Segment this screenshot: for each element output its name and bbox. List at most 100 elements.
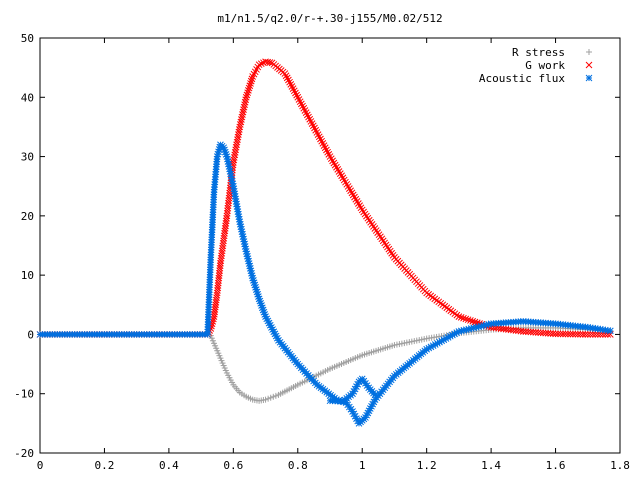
x-tick-label: 0.8 <box>288 459 308 472</box>
data-point <box>606 327 614 335</box>
data-point <box>233 141 240 149</box>
chart-title: m1/n1.5/q2.0/r-+.30-j155/M0.02/512 <box>217 12 442 25</box>
data-point <box>574 330 582 338</box>
data-point <box>230 156 238 164</box>
data-point <box>232 143 240 151</box>
data-point <box>576 330 584 338</box>
data-point <box>234 136 241 143</box>
legend-label: Acoustic flux <box>479 72 565 85</box>
data-point <box>564 330 572 338</box>
y-tick-label: 10 <box>21 269 34 282</box>
data-point <box>262 313 269 320</box>
data-point <box>469 317 477 325</box>
data-point <box>230 154 238 161</box>
series-3 <box>326 375 379 405</box>
data-point <box>232 146 239 154</box>
data-point <box>586 331 594 338</box>
data-point <box>239 111 246 118</box>
data-point <box>241 98 249 106</box>
data-point <box>241 101 248 109</box>
series-2 <box>36 141 614 427</box>
data-point <box>262 396 269 403</box>
data-point <box>464 316 472 324</box>
data-point <box>581 331 589 338</box>
x-tick-label: 0.4 <box>159 459 179 472</box>
data-point <box>569 330 577 338</box>
legend-marker <box>586 49 592 55</box>
y-tick-label: 0 <box>27 328 34 341</box>
data-point <box>460 314 467 322</box>
data-point <box>579 330 587 338</box>
data-point <box>247 80 254 87</box>
x-tick-label: 1.6 <box>546 459 566 472</box>
data-point <box>233 138 241 146</box>
data-point <box>451 330 458 338</box>
data-point <box>239 108 247 116</box>
x-tick-label: 1.8 <box>610 459 630 472</box>
data-point <box>559 330 567 338</box>
data-point <box>255 61 263 69</box>
data-point <box>552 330 559 338</box>
data-point <box>234 133 242 141</box>
x-tick-label: 1.4 <box>481 459 501 472</box>
data-point <box>265 395 272 402</box>
data-point <box>467 317 474 324</box>
data-point <box>471 318 479 326</box>
data-point <box>599 331 607 338</box>
data-point <box>242 93 250 101</box>
y-tick-label: -10 <box>14 388 34 401</box>
data-point <box>572 330 579 338</box>
data-point <box>266 59 274 66</box>
data-point <box>247 77 255 85</box>
data-point <box>237 118 245 126</box>
data-point <box>231 151 239 159</box>
data-point <box>244 89 252 97</box>
data-point <box>238 116 245 123</box>
data-point <box>235 131 242 138</box>
data-point <box>270 393 277 400</box>
data-point <box>238 113 246 121</box>
data-point <box>231 148 239 156</box>
data-point <box>240 106 247 113</box>
plot-area <box>36 58 614 427</box>
y-tick-label: 50 <box>21 32 34 45</box>
data-point <box>591 331 599 338</box>
y-tick-label: -20 <box>14 447 34 460</box>
y-tick-label: 30 <box>21 151 34 164</box>
data-point <box>272 392 279 399</box>
plot-frame <box>39 37 621 454</box>
x-tick-label: 0 <box>37 459 44 472</box>
data-point <box>257 60 265 68</box>
data-point <box>554 330 562 338</box>
series-1 <box>36 58 614 338</box>
x-tick-label: 1.2 <box>417 459 437 472</box>
data-point <box>442 335 450 342</box>
data-point <box>242 96 250 104</box>
data-point <box>245 87 252 94</box>
data-point <box>267 394 274 401</box>
data-point <box>209 337 216 344</box>
data-point <box>236 123 244 131</box>
data-point <box>455 313 463 320</box>
y-tick-label: 20 <box>21 210 34 223</box>
data-point <box>567 330 574 338</box>
legend-marker <box>585 61 593 69</box>
data-point <box>584 331 592 338</box>
data-point <box>243 91 251 99</box>
legend-marker <box>585 74 593 82</box>
data-point <box>562 330 569 338</box>
legend-label: R stress <box>512 46 565 59</box>
x-tick-label: 1 <box>359 459 366 472</box>
data-point <box>235 126 243 133</box>
data-point <box>245 84 253 92</box>
axes: 0 0.2 0.4 0.6 0.8 1 1.2 1.4 1.6 1.8 -20 -10 0 10 20 30 4… <box>14 32 630 472</box>
data-point <box>240 103 248 111</box>
data-point <box>246 82 254 90</box>
data-point <box>208 335 215 342</box>
data-point <box>236 121 244 128</box>
data-point <box>235 128 243 136</box>
x-tick-label: 0.2 <box>95 459 115 472</box>
legend-label: G work <box>525 59 565 72</box>
